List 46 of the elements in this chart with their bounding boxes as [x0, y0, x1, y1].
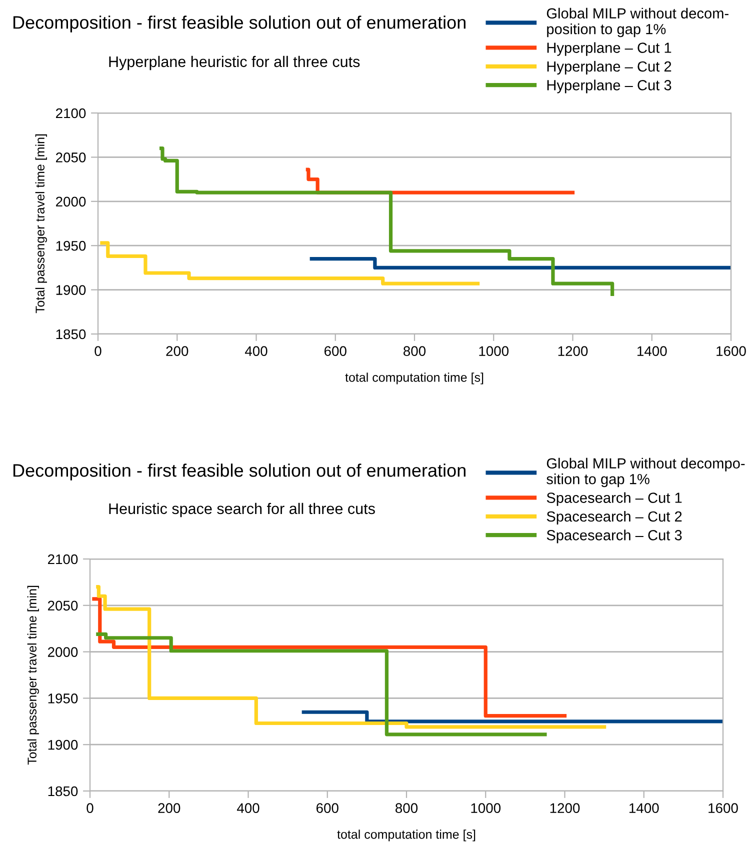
legend-label: Hyperplane – Cut 2 [547, 60, 672, 75]
legend-label: Hyperplane – Cut 3 [547, 80, 672, 94]
legend-label: Spacesearch – Cut 1 [546, 492, 682, 506]
y-axis-title: Total passenger travel time [min] [35, 134, 47, 314]
x-tick-label: 800 [404, 346, 426, 356]
x-tick-label: 0 [94, 346, 102, 356]
y-tick-label: 2100 [56, 108, 86, 118]
x-tick-label: 1200 [558, 346, 588, 356]
x-tick-label: 1200 [550, 803, 580, 814]
y-tick-label: 2050 [48, 600, 78, 611]
legend-label: Global MILP without decom- position to gap 1% [546, 8, 728, 38]
y-tick-label: 2050 [56, 152, 86, 162]
y-tick-label: 2000 [48, 647, 78, 657]
x-tick-label: 200 [158, 803, 180, 814]
x-tick-label: 1400 [629, 803, 659, 814]
x-tick-label: 1000 [479, 346, 509, 356]
x-tick-label: 1600 [716, 346, 746, 356]
x-tick-label: 800 [396, 803, 418, 814]
x-axis-title: total computation time [s] [345, 372, 484, 384]
x-tick-label: 200 [166, 346, 188, 356]
chart-subtitle: Hyperplane heuristic for all three cuts [109, 56, 360, 70]
chart-title: Decomposition - first feasible solution out of enumeration [13, 464, 466, 480]
x-tick-label: 400 [244, 346, 268, 356]
x-axis-title: total computation time [s] [337, 830, 476, 842]
x-tick-label: 0 [86, 803, 94, 814]
y-tick-label: 1950 [56, 240, 86, 251]
legend-label: Spacesearch – Cut 3 [546, 530, 682, 544]
chart-title: Decomposition - first feasible solution out of enumeration [13, 16, 466, 32]
chart-subtitle: Heuristic space search for all three cuts [109, 502, 375, 518]
x-tick-label: 400 [236, 803, 260, 814]
legend-label: Global MILP without decompo- sition to gap 1% [546, 458, 745, 488]
x-tick-label: 600 [324, 346, 346, 356]
legend-label: Hyperplane – Cut 1 [547, 42, 672, 56]
y-tick-label: 1900 [48, 740, 78, 750]
legend-label: Spacesearch – Cut 2 [546, 510, 682, 525]
x-tick-label: 600 [316, 803, 338, 814]
y-axis-title: Total passenger travel time [min] [27, 586, 39, 765]
y-tick-label: 1900 [56, 285, 86, 295]
y-tick-label: 2100 [48, 554, 78, 564]
x-tick-label: 1600 [708, 803, 738, 814]
y-tick-label: 1850 [56, 329, 86, 340]
y-tick-label: 1850 [48, 786, 78, 796]
x-tick-label: 1400 [637, 346, 667, 356]
y-tick-label: 2000 [56, 196, 86, 207]
x-tick-label: 1000 [471, 803, 501, 814]
y-tick-label: 1950 [48, 694, 78, 704]
